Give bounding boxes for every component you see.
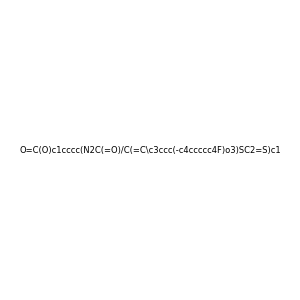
Text: O=C(O)c1cccc(N2C(=O)/C(=C\c3ccc(-c4ccccc4F)o3)SC2=S)c1: O=C(O)c1cccc(N2C(=O)/C(=C\c3ccc(-c4ccccc… [19,146,281,154]
